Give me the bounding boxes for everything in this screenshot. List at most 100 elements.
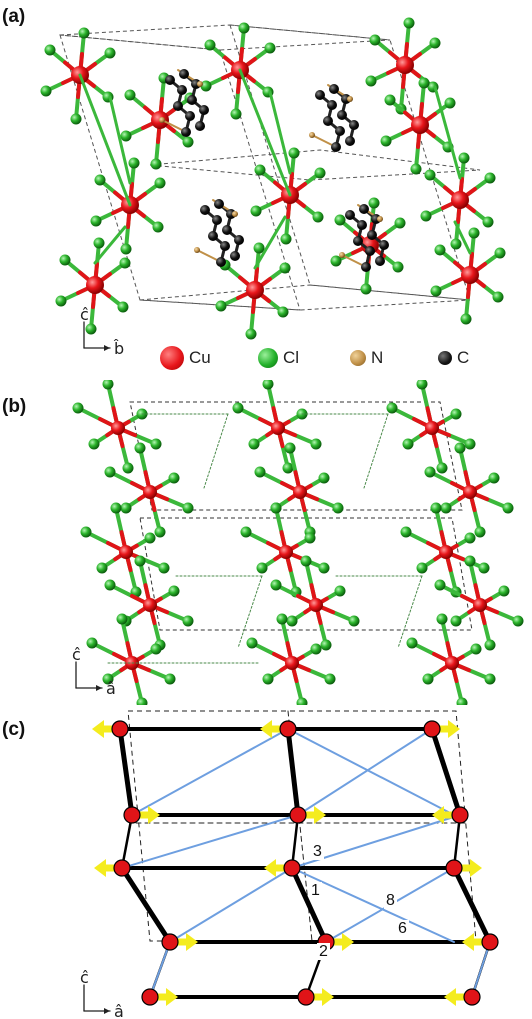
c-atom (329, 84, 339, 94)
cu-site (481, 933, 499, 951)
cl-atom (280, 233, 292, 245)
cu-site (113, 859, 131, 877)
bond-label-3: 3 (311, 843, 324, 860)
cl-atom (78, 27, 90, 39)
cu-site (111, 720, 129, 738)
spin-arrow-icon (432, 806, 468, 824)
c-atom (195, 121, 205, 131)
c-atom (214, 199, 224, 209)
cl-atom (276, 613, 288, 625)
cl-atom (456, 697, 468, 705)
panel-a-axis-arrow-icon (104, 345, 110, 351)
bond-label-6: 6 (396, 920, 409, 937)
cl-atom (406, 637, 418, 649)
cl-atom (450, 408, 462, 420)
cu-atom (271, 421, 285, 435)
cu-site (279, 720, 297, 738)
cl-atom (158, 562, 170, 574)
c-atom (177, 85, 187, 95)
bridge-bond (453, 220, 472, 255)
cl-atom (215, 300, 227, 312)
legend-cl: Cl (258, 344, 299, 372)
exchange-bond-vertical (429, 726, 463, 818)
cl-atom (380, 135, 392, 147)
cl-atom (104, 579, 116, 591)
exchange-bond-diagonal (297, 728, 433, 816)
cl-atom (310, 438, 322, 450)
spin-arrow-icon (264, 859, 300, 877)
cu-site (463, 988, 481, 1006)
cl-atom (444, 97, 456, 109)
cl-atom (128, 157, 140, 169)
c-atom (323, 116, 333, 126)
cl-atom (88, 438, 100, 450)
cl-atom (124, 89, 136, 101)
exchange-bond-vertical (452, 813, 462, 870)
cl-atom (394, 217, 406, 229)
cu-atom (463, 485, 477, 499)
cu-site (141, 988, 159, 1006)
cl-atom (246, 637, 258, 649)
panel-b-axis-right-label: â (106, 679, 116, 698)
cl-atom (429, 37, 441, 49)
c-atom (234, 235, 244, 245)
c-atom (216, 257, 226, 267)
cl-atom (324, 673, 336, 685)
weak-link (363, 413, 389, 489)
n-atom (159, 117, 165, 123)
panel-a-structure: ĉ b̂ (40, 17, 506, 358)
cl-atom (200, 80, 212, 92)
c-atom (222, 225, 232, 235)
cl-atom (436, 613, 448, 625)
cl-atom (80, 526, 92, 538)
exchange-bond-vertical (290, 813, 300, 870)
cl-atom (122, 462, 134, 474)
cl-atom (120, 243, 132, 255)
exchange-bond-diagonal (169, 867, 293, 943)
cl-atom (484, 673, 496, 685)
cl-atom (434, 579, 446, 591)
n-atom (197, 81, 203, 87)
cl-atom (144, 532, 156, 544)
cl-atom (44, 44, 56, 56)
c-atom (379, 240, 389, 250)
cl-atom (318, 562, 330, 574)
legend-cu-label: Cu (189, 348, 211, 367)
cl-atom (454, 442, 466, 454)
cl-atom (232, 402, 244, 414)
weak-link (237, 575, 263, 649)
spin-arrow-icon (298, 988, 334, 1006)
cl-atom (254, 164, 266, 176)
cl-atom (430, 502, 442, 514)
cu-atom (396, 56, 414, 74)
atom-legend: Cu Cl N C (160, 344, 532, 372)
cl-atom (110, 502, 122, 514)
c-atom (187, 95, 197, 105)
panel-c-axis-right-label: â (114, 1002, 124, 1019)
cl-atom (420, 210, 432, 222)
exchange-bond-diagonal (287, 728, 455, 816)
spin-arrow-icon (142, 988, 178, 1006)
cu-atom (439, 545, 453, 559)
cl-atom (254, 466, 266, 478)
cl-atom (468, 227, 480, 239)
unit-cell-outline (139, 284, 471, 311)
weak-link (397, 575, 423, 649)
n-atom (339, 252, 345, 258)
panel-a-label: (a) (2, 6, 26, 27)
cl-atom (450, 238, 462, 250)
cl-atom (334, 585, 346, 597)
cu-atom (246, 281, 264, 299)
cu-site (451, 806, 469, 824)
panel-c-axis-up-label: ĉ (80, 968, 89, 987)
cl-atom (384, 94, 396, 106)
panel-a-axis-right-label: b̂ (113, 339, 124, 358)
cu-site (161, 933, 179, 951)
cl-atom (120, 502, 132, 514)
cl-atom (270, 502, 282, 514)
bridge-bond (108, 95, 132, 185)
cl-atom (332, 502, 344, 514)
cl-atom (150, 158, 162, 170)
cl-atom (168, 585, 180, 597)
cl-atom (430, 285, 442, 297)
